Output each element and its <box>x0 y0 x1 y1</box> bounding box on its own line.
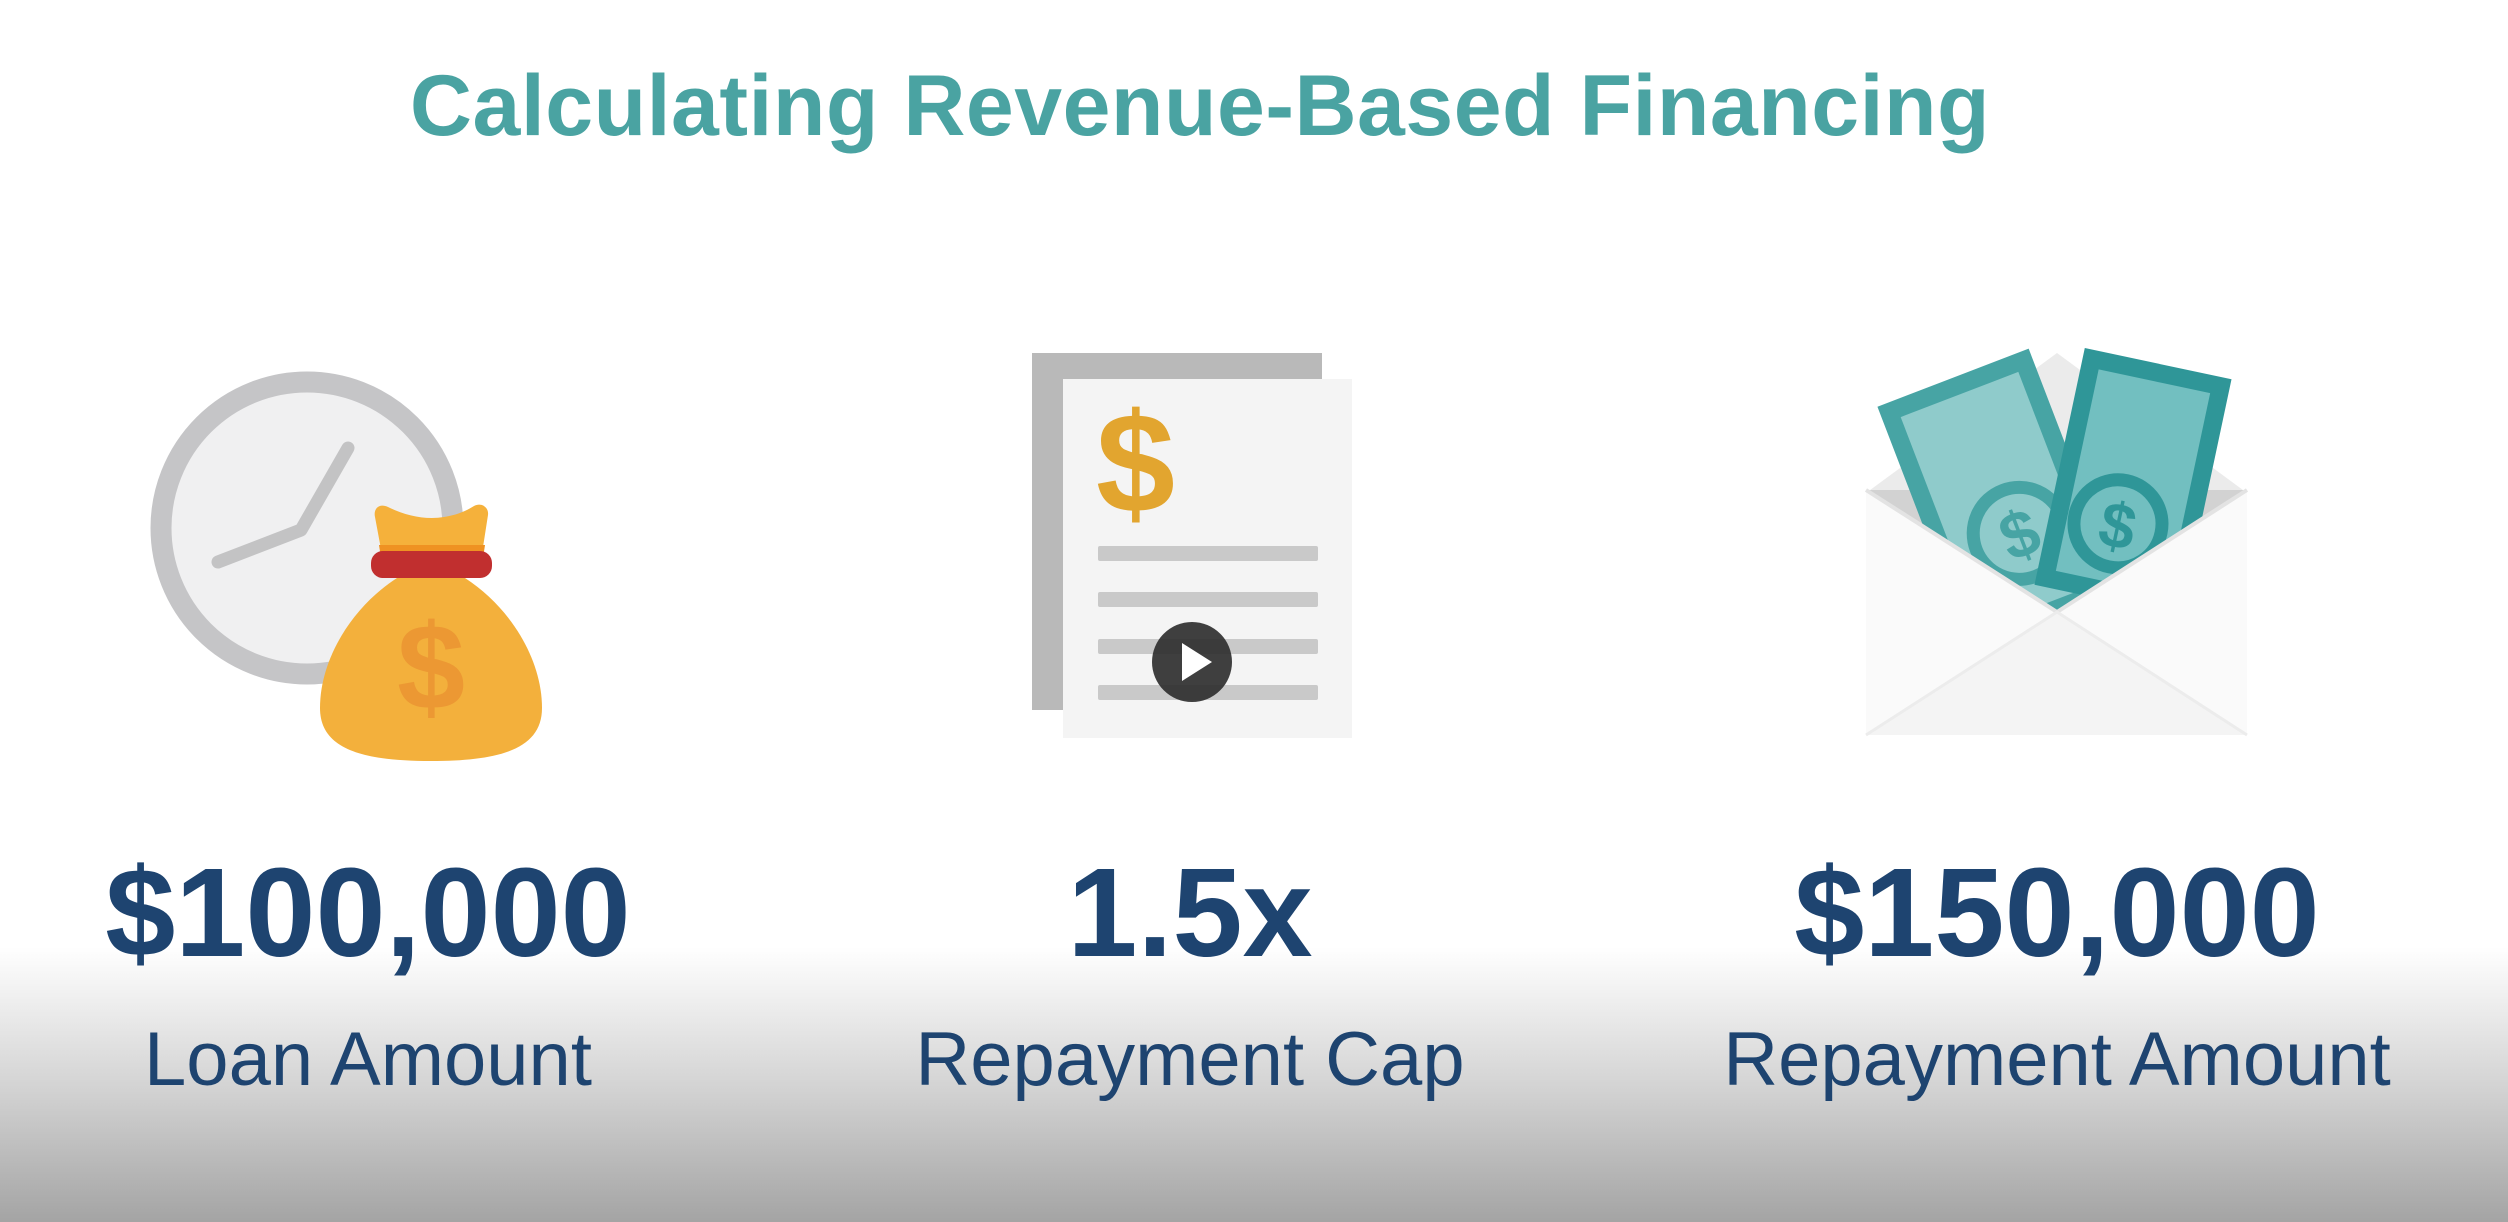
loan-amount-label: Loan Amount <box>144 1017 592 1102</box>
envelope-cash-icon: $ $ <box>1864 348 2249 737</box>
repayment-cap-value: 1.5x <box>1067 842 1313 983</box>
dollar-document-icon: $ <box>1032 353 1352 738</box>
play-button[interactable] <box>1152 622 1232 702</box>
play-icon <box>1182 643 1212 681</box>
money-bag-clock-icon: $ <box>150 371 542 761</box>
svg-text:$: $ <box>397 599 465 735</box>
page-title: Calculating Revenue-Based Financing <box>409 58 1991 154</box>
repayment-amount-label: Repayment Amount <box>1723 1017 2391 1102</box>
loan-amount-value: $100,000 <box>105 842 631 983</box>
svg-text:$: $ <box>1096 384 1175 543</box>
repayment-cap-label: Repayment Cap <box>915 1017 1465 1102</box>
repayment-amount-value: $150,000 <box>1794 842 2320 983</box>
